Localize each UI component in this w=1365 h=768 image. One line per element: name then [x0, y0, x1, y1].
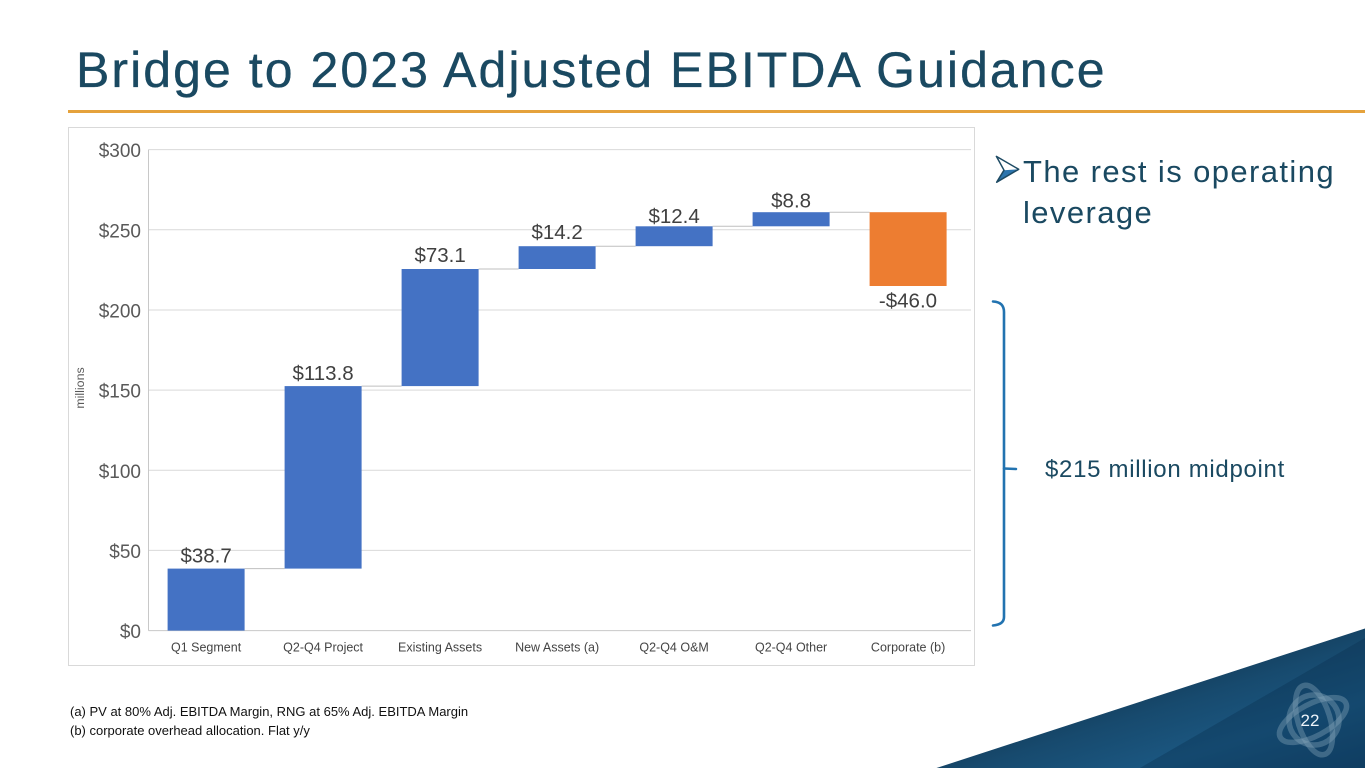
svg-text:millions: millions [73, 367, 87, 408]
svg-text:New Assets (a): New Assets (a) [515, 641, 599, 655]
svg-text:$250: $250 [99, 221, 141, 242]
svg-text:Q2-Q4 Other: Q2-Q4 Other [755, 641, 827, 655]
svg-text:Q2-Q4 Project: Q2-Q4 Project [283, 641, 363, 655]
svg-text:$100: $100 [99, 462, 141, 483]
svg-text:$8.8: $8.8 [771, 190, 811, 213]
svg-text:$0: $0 [120, 622, 141, 643]
svg-text:-$46.0: -$46.0 [879, 290, 937, 313]
svg-text:$12.4: $12.4 [648, 205, 699, 228]
svg-text:$14.2: $14.2 [531, 221, 582, 244]
svg-text:Q2-Q4 O&M: Q2-Q4 O&M [639, 641, 708, 655]
svg-text:$300: $300 [99, 141, 141, 162]
svg-text:$113.8: $113.8 [293, 362, 354, 385]
svg-text:$200: $200 [99, 302, 141, 323]
svg-text:$73.1: $73.1 [414, 244, 465, 267]
svg-text:Corporate (b): Corporate (b) [871, 641, 945, 655]
svg-text:Q1 Segment: Q1 Segment [171, 641, 242, 655]
svg-text:Existing Assets: Existing Assets [398, 641, 482, 655]
svg-text:22: 22 [1301, 711, 1320, 730]
svg-text:$38.7: $38.7 [180, 545, 231, 568]
svg-text:$150: $150 [99, 382, 141, 403]
svg-text:$50: $50 [109, 542, 141, 563]
